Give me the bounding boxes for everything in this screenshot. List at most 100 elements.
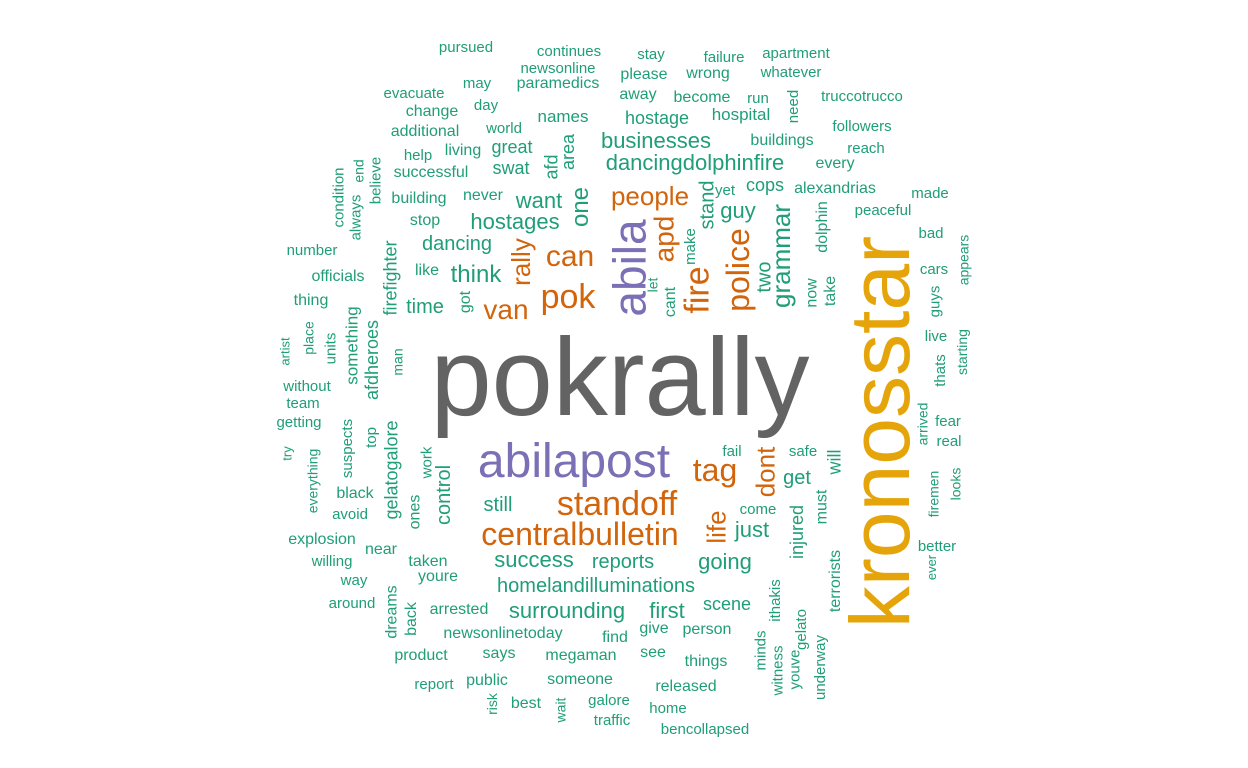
word-hostages: hostages (470, 209, 560, 234)
word-alexandrias: alexandrias (794, 180, 876, 197)
word-living: living (444, 142, 482, 159)
word-successful: successful (393, 164, 469, 181)
word-never: never (462, 187, 504, 204)
word-pokrally: pokrally (430, 316, 810, 439)
word-firemen: firemen (925, 470, 941, 518)
word-black: black (336, 485, 374, 502)
word-kronosstar: kronosstar (833, 235, 927, 629)
word-place: place (301, 321, 317, 355)
word-tag: tag (692, 452, 738, 488)
word-swat: swat (492, 158, 530, 178)
word-world: world (486, 119, 522, 137)
word-see: see (640, 644, 666, 661)
word-bad: bad (918, 224, 944, 242)
word-team: team (286, 394, 320, 412)
word-find: find (602, 629, 628, 646)
word-witness: witness (769, 644, 787, 696)
word-explosion: explosion (288, 531, 356, 548)
word-without: without (283, 377, 331, 395)
word-yet: yet (714, 181, 735, 199)
word-condition: condition (330, 166, 348, 228)
word-near: near (364, 541, 398, 558)
word-things: things (684, 653, 728, 670)
word-will: will (824, 449, 844, 475)
word-stop: stop (409, 212, 441, 229)
word-just: just (734, 517, 770, 542)
word-van: van (483, 294, 529, 325)
word-injured: injured (786, 504, 807, 560)
word-hostage: hostage (624, 108, 690, 128)
word-getting: getting (276, 413, 322, 431)
word-first: first (649, 598, 685, 623)
word-may: may (462, 74, 492, 92)
word-work: work (418, 446, 436, 478)
word-buildings: buildings (750, 132, 814, 149)
word-fail: fail (722, 442, 742, 460)
word-going: going (698, 549, 752, 574)
word-cops: cops (745, 175, 785, 195)
word-gelato: gelato (792, 608, 810, 650)
word-starting: starting (953, 329, 970, 375)
word-homelandilluminations: homelandilluminations (497, 575, 695, 597)
word-ever: ever (924, 554, 940, 580)
word-believe: believe (367, 156, 385, 204)
word-people: people (610, 181, 690, 211)
word-evacuate: evacuate (383, 84, 445, 102)
word-ithakis: ithakis (766, 578, 784, 622)
word-home: home (649, 699, 687, 717)
word-real: real (936, 432, 962, 450)
word-please: please (620, 66, 668, 83)
word-cant: cant (662, 286, 679, 318)
word-change: change (405, 103, 459, 120)
word-end: end (350, 159, 367, 183)
word-away: away (619, 86, 657, 103)
word-report: report (414, 675, 454, 693)
word-firefighter: firefighter (380, 240, 401, 316)
word-whatever: whatever (760, 63, 822, 81)
word-willing: willing (311, 552, 353, 570)
word-one: one (566, 186, 594, 228)
word-avoid: avoid (332, 505, 368, 523)
word-dont: dont (749, 446, 780, 498)
word-standoff: standoff (556, 485, 678, 523)
word-best: best (510, 695, 542, 712)
word-product: product (394, 647, 448, 664)
word-every: every (815, 155, 855, 172)
word-success: success (494, 547, 574, 572)
word-still: still (483, 494, 513, 516)
word-followers: followers (832, 117, 892, 135)
word-way: way (340, 571, 368, 589)
word-live: live (924, 327, 948, 345)
word-guy: guy (720, 198, 756, 223)
word-got: got (457, 290, 474, 314)
word-youve: youve (786, 648, 804, 690)
word-megaman: megaman (545, 647, 617, 664)
word-get: get (783, 467, 811, 489)
word-stay: stay (637, 45, 665, 63)
word-two: two (754, 261, 776, 293)
word-made: made (911, 184, 949, 202)
word-risk: risk (484, 693, 500, 715)
word-wrong: wrong (686, 65, 730, 82)
word-man: man (389, 348, 406, 376)
word-minds: minds (752, 629, 770, 671)
word-let: let (643, 277, 660, 293)
word-time: time (406, 296, 444, 318)
word-bencollapsed: bencollapsed (660, 720, 750, 738)
word-dolphin: dolphin (813, 201, 831, 253)
word-dancingdolphinfire: dancingdolphinfire (605, 150, 785, 175)
word-names: names (537, 106, 589, 126)
word-thats: thats (931, 353, 949, 387)
word-says: says (482, 645, 516, 662)
word-everything: everything (304, 448, 320, 514)
word-something: something (342, 305, 362, 385)
word-try: try (279, 445, 295, 461)
word-fire: fire (678, 266, 717, 314)
word-someone: someone (547, 671, 613, 688)
word-need: need (785, 89, 803, 123)
word-abila: abila (603, 219, 656, 317)
word-reach: reach (847, 139, 885, 157)
word-gelatogalore: gelatogalore (382, 420, 402, 520)
word-now: now (803, 278, 821, 308)
word-control: control (433, 464, 455, 526)
